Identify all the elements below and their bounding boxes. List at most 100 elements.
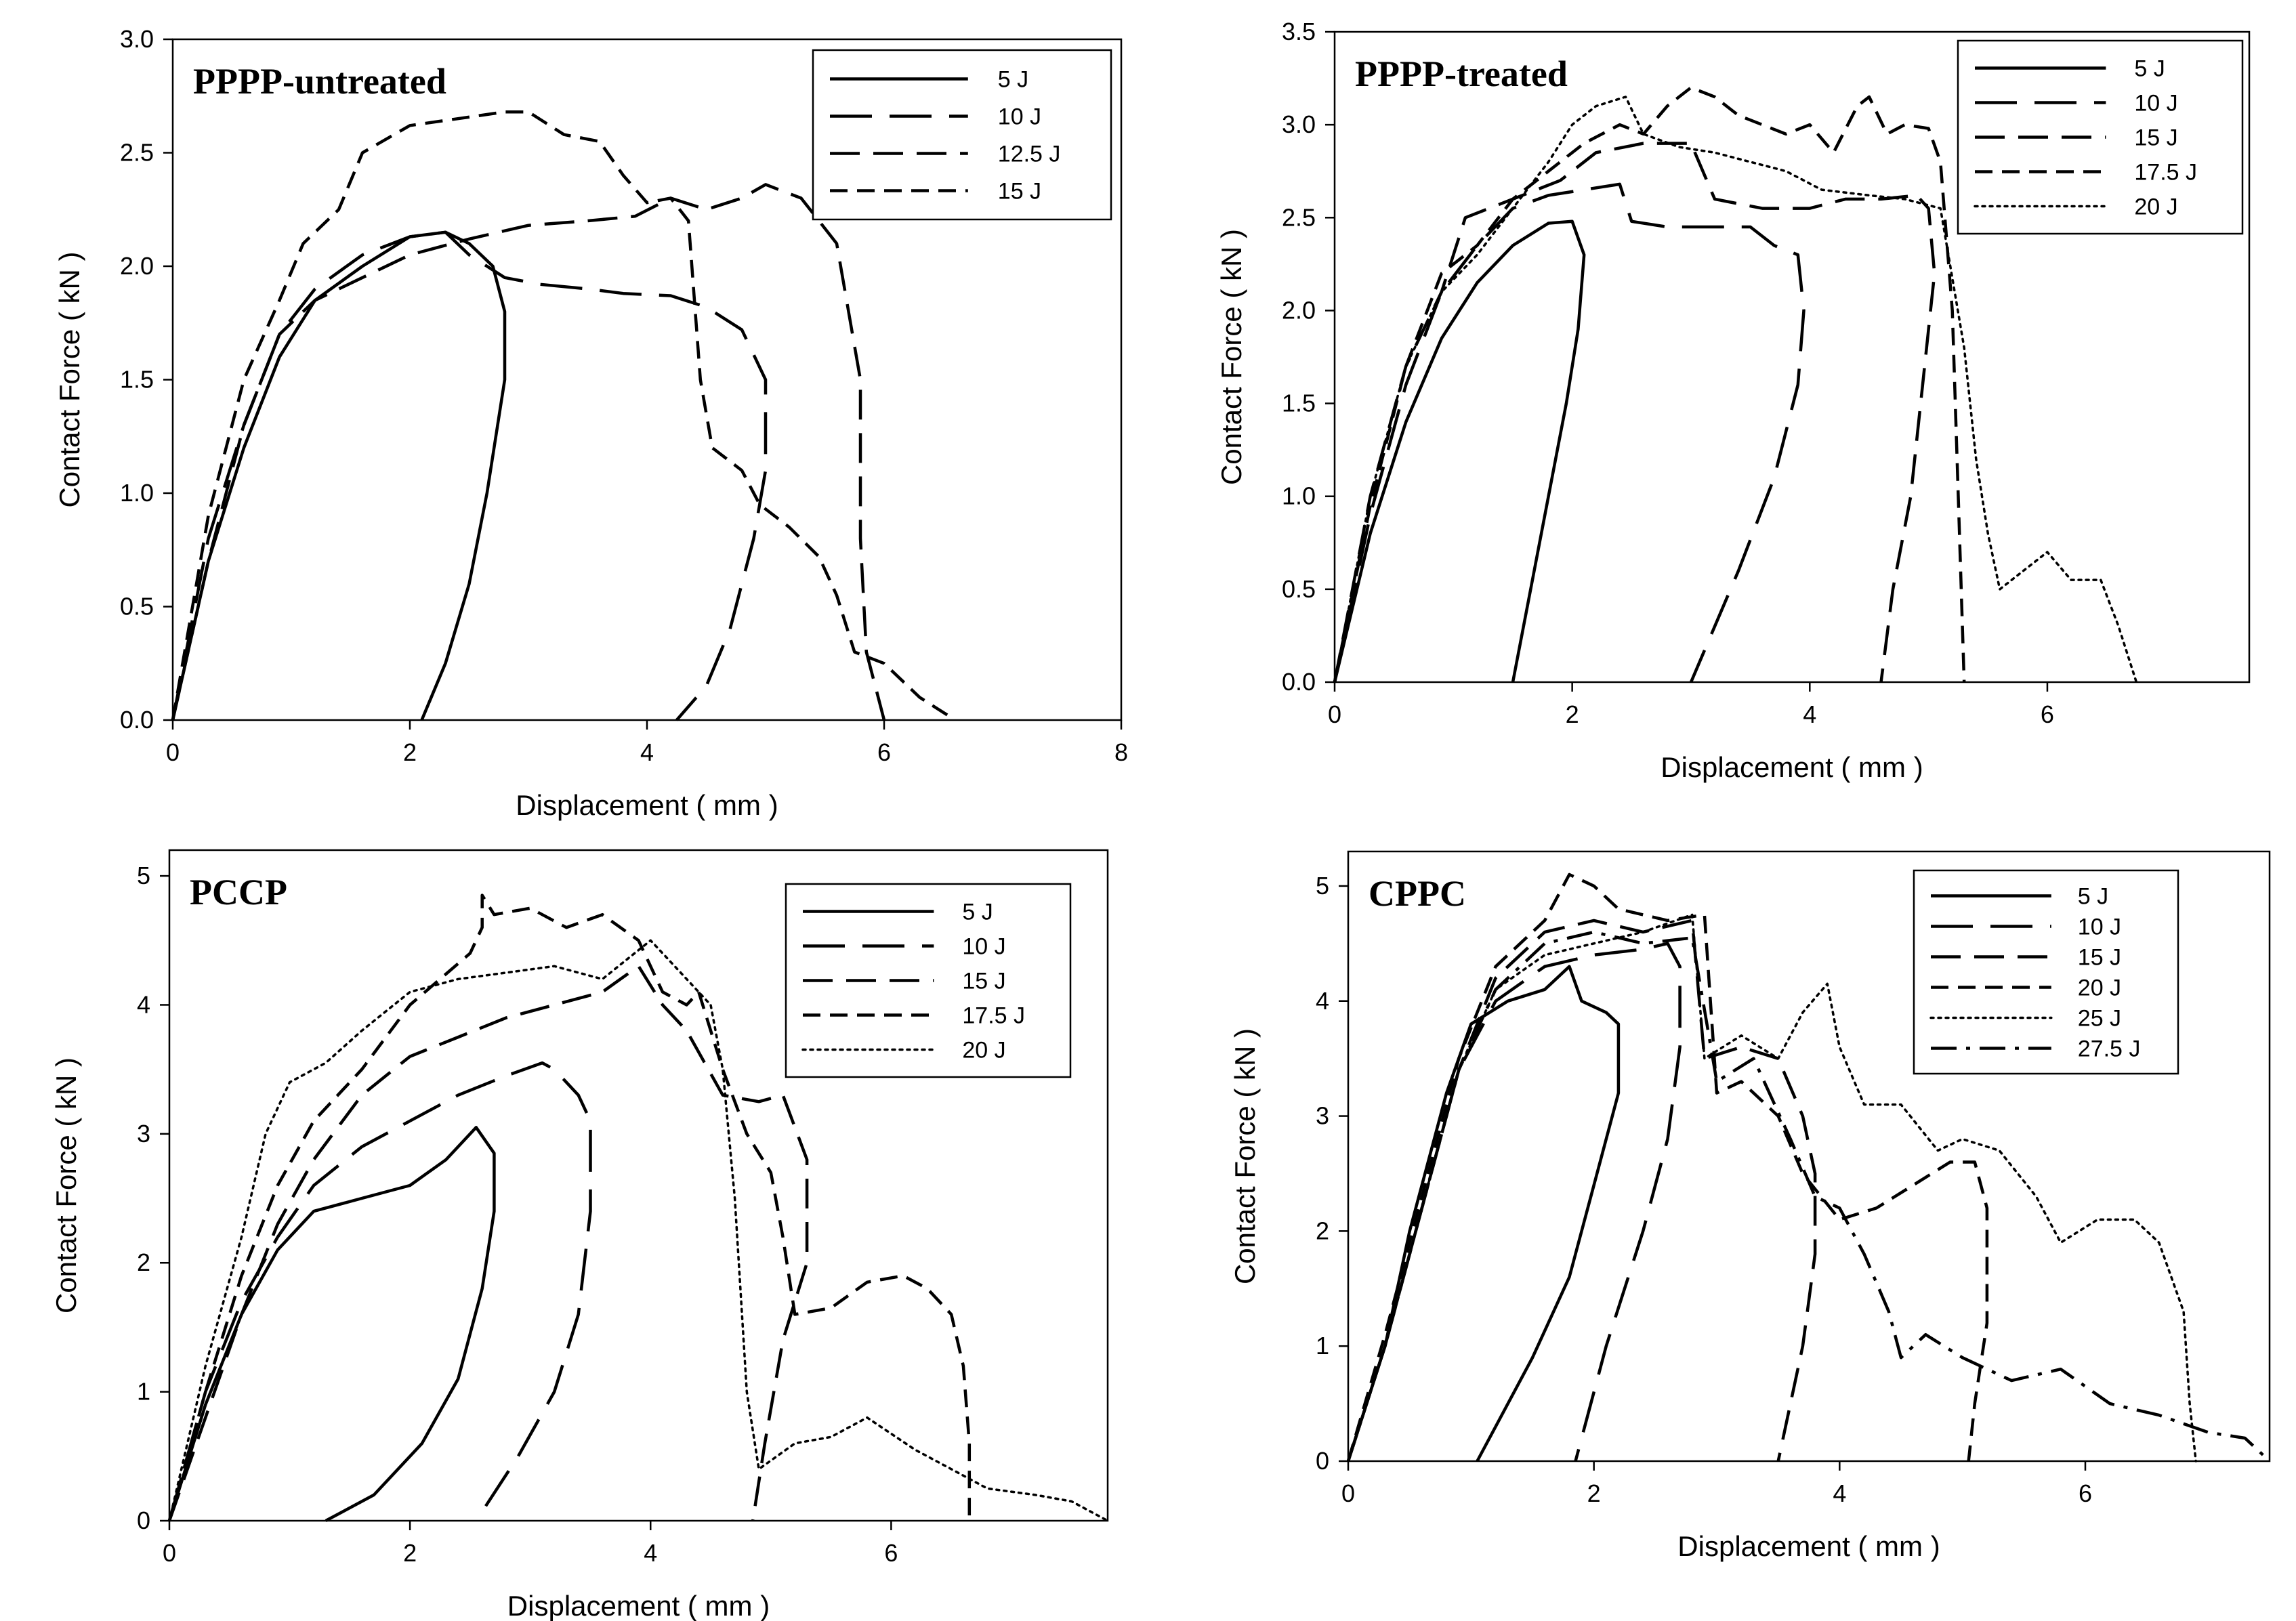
legend-label: 10 J (2078, 914, 2121, 940)
y-tick-label: 5 (137, 862, 150, 889)
panel-title: PPPP-untreated (193, 61, 446, 102)
legend-box (785, 883, 1072, 1078)
series-line-5-J (167, 1126, 496, 1522)
y-tick-label: 1.5 (1282, 390, 1316, 417)
y-tick-label: 0.0 (120, 706, 154, 734)
y-tick-label: 2.0 (1282, 296, 1316, 324)
legend-label: 20 J (2134, 194, 2177, 220)
y-tick-label: 4 (137, 990, 150, 1018)
y-tick-label: 4 (1316, 987, 1329, 1015)
y-tick-label: 2.5 (120, 139, 154, 167)
legend-label: 10 J (998, 104, 1041, 130)
x-axis-label: Displacement ( mm ) (1661, 751, 1923, 783)
legend-label: 20 J (2078, 975, 2121, 1001)
panel-title: PCCP (190, 872, 287, 912)
y-axis-label: Contact Force ( kN ) (1215, 229, 1247, 485)
x-tick-label: 4 (640, 738, 654, 766)
y-tick-label: 3.5 (1282, 18, 1316, 45)
series-line-10-J (1333, 182, 1806, 683)
series-line-10-J (171, 230, 768, 721)
plot-frame (1333, 30, 2251, 683)
x-tick-label: 0 (1328, 700, 1341, 728)
x-tick-label: 6 (2041, 700, 2054, 728)
x-tick-label: 0 (1341, 1479, 1355, 1507)
series-line-20-J (1346, 872, 1989, 1462)
legend-box (1913, 869, 2179, 1075)
y-tick-label: 3 (1316, 1102, 1329, 1130)
legend: 5 J 10 J 15 J 17.5 J 20 J (1957, 39, 2244, 235)
legend: 5 J 10 J 12.5 J 15 J (812, 49, 1112, 221)
y-axis-label: Contact Force ( kN ) (50, 1057, 82, 1313)
legend-label: 10 J (2134, 91, 2177, 117)
y-tick-label: 1.0 (120, 479, 154, 507)
x-tick-label: 4 (1833, 1479, 1846, 1507)
legend-label: 5 J (2078, 884, 2108, 910)
series-line-20-J (1333, 96, 2138, 683)
x-axis-label: Displacement ( mm ) (516, 789, 778, 821)
plot-frame (168, 849, 1109, 1522)
legend-label: 5 J (998, 67, 1028, 93)
series-line-15-J (167, 965, 809, 1521)
y-tick-label: 1.5 (120, 366, 154, 394)
y-axis-label: Contact Force ( kN ) (54, 251, 85, 507)
legend-label: 5 J (962, 900, 993, 925)
x-tick-label: 6 (884, 1539, 898, 1567)
series-line-25-J (1347, 913, 2197, 1462)
x-tick-label: 6 (877, 738, 891, 766)
series-line-12-5-J (171, 183, 886, 721)
legend-label: 27.5 J (2078, 1036, 2141, 1062)
series-line-27-5-J (1346, 930, 2271, 1462)
plot-frame (1347, 850, 2271, 1462)
series-line-15-J (1333, 142, 1936, 683)
legend-label: 25 J (2078, 1006, 2121, 1032)
y-tick-label: 0 (1316, 1447, 1329, 1475)
x-tick-label: 2 (403, 1539, 417, 1567)
y-tick-label: 3 (137, 1120, 150, 1148)
x-tick-label: 8 (1114, 738, 1128, 766)
chart-panel-4: 0 2 4 6 0 1 2 3 4 5 Displacement ( mm ) Contact For… (1229, 850, 2271, 1562)
series-line-17-5-J (167, 893, 972, 1521)
legend-box (812, 49, 1112, 221)
legend-label: 15 J (998, 179, 1041, 205)
y-tick-label: 2 (1316, 1217, 1329, 1244)
x-axis-label: Displacement ( mm ) (507, 1590, 770, 1621)
y-tick-label: 3.0 (120, 25, 154, 53)
panel-title: CPPC (1369, 873, 1466, 914)
x-tick-label: 4 (1803, 700, 1816, 728)
y-tick-label: 2 (137, 1248, 150, 1276)
y-tick-label: 2.5 (1282, 203, 1316, 231)
y-tick-label: 0 (137, 1507, 150, 1534)
series-line-5-J (1346, 965, 1621, 1462)
y-tick-label: 0.0 (1282, 668, 1316, 696)
y-tick-label: 0.5 (120, 593, 154, 620)
legend-label: 20 J (962, 1038, 1005, 1064)
chart-panel-1: 0 2 4 6 8 0.0 0.5 1.0 1.5 2.0 2.5 3.0 Displacement (… (54, 25, 1128, 821)
legend-label: 10 J (962, 934, 1005, 960)
series-line-10-J (1346, 942, 1682, 1462)
x-tick-label: 2 (1587, 1479, 1601, 1507)
legend-label: 15 J (2134, 125, 2177, 151)
panel-title: PPPP-treated (1355, 54, 1568, 94)
legend: 5 J 10 J 15 J 20 J 25 J 27.5 J (1913, 869, 2179, 1075)
y-tick-label: 1 (137, 1378, 150, 1406)
x-tick-label: 6 (2079, 1479, 2092, 1507)
legend-label: 17.5 J (962, 1003, 1025, 1029)
x-tick-label: 4 (644, 1539, 657, 1567)
series-line-17-5-J (1333, 86, 1966, 683)
y-tick-label: 1 (1316, 1332, 1329, 1360)
x-tick-label: 2 (1566, 700, 1579, 728)
legend-label: 15 J (962, 969, 1005, 994)
y-tick-label: 1.0 (1282, 482, 1316, 510)
legend: 5 J 10 J 15 J 17.5 J 20 J (785, 883, 1072, 1078)
series-line-15-J (171, 110, 957, 721)
series-line-5-J (1333, 219, 1586, 683)
legend-box (1957, 39, 2244, 235)
y-tick-label: 5 (1316, 872, 1329, 900)
y-tick-label: 3.0 (1282, 110, 1316, 138)
legend-label: 5 J (2134, 56, 2165, 82)
legend-label: 17.5 J (2134, 160, 2197, 186)
x-tick-label: 0 (166, 738, 180, 766)
legend-label: 12.5 J (998, 142, 1061, 167)
series-line-10-J (167, 1061, 592, 1522)
